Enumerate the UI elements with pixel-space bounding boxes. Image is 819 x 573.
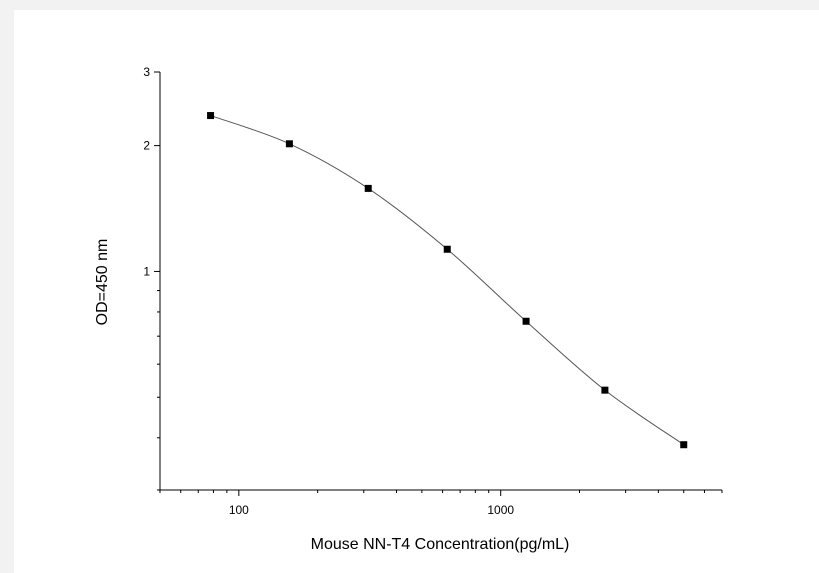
data-point xyxy=(601,386,609,394)
data-point xyxy=(285,140,293,148)
fit-curve xyxy=(210,115,685,446)
y-tick-label: 3 xyxy=(143,65,150,79)
y-tick-label: 2 xyxy=(143,139,150,153)
x-tick-label: 100 xyxy=(229,503,249,517)
data-point xyxy=(522,317,530,325)
axis-ticks xyxy=(154,71,723,496)
data-point xyxy=(680,441,688,449)
data-point xyxy=(207,112,215,120)
y-tick-label: 1 xyxy=(143,264,150,278)
axes xyxy=(159,72,722,491)
y-axis-label: OD=450 nm xyxy=(94,239,111,326)
data-points xyxy=(207,112,688,449)
tick-labels: 100 1000 1 2 3 xyxy=(143,65,514,517)
data-point xyxy=(443,245,451,253)
chart-frame xyxy=(14,10,819,573)
data-point xyxy=(364,184,372,192)
x-axis-label: Mouse NN-T4 Concentration(pg/mL) xyxy=(311,536,570,553)
x-tick-label: 1000 xyxy=(487,503,514,517)
